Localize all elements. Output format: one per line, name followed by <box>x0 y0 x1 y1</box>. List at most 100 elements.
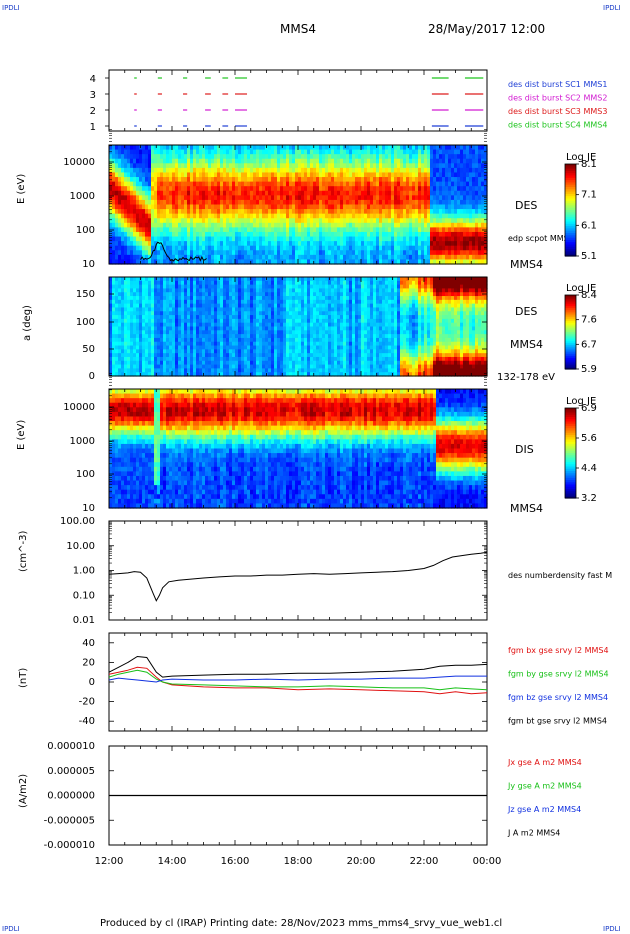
des-energy-cell <box>130 236 134 242</box>
des-energy-cell <box>262 254 266 261</box>
des-pitch-cell <box>175 288 179 293</box>
des-energy-cell <box>226 227 230 233</box>
des-energy-cell <box>430 259 434 265</box>
des-energy-cell <box>358 213 362 219</box>
des-energy-cell <box>334 158 338 164</box>
des-pitch-cell <box>169 341 173 347</box>
des-energy-cell <box>151 236 155 242</box>
des-energy-cell <box>157 204 161 210</box>
des-energy-cell <box>145 245 149 251</box>
des-energy-cell <box>373 254 377 261</box>
des-energy-cell <box>442 163 446 169</box>
des-pitch-cell <box>145 349 149 354</box>
des-energy-cell <box>253 222 257 228</box>
des-energy-cell <box>181 222 185 228</box>
des-energy-cell <box>466 254 470 261</box>
des-pitch-cell <box>118 284 122 290</box>
des-energy-cell <box>124 172 128 178</box>
des-energy-cell <box>448 250 452 256</box>
des-energy-cell <box>454 163 458 169</box>
des-pitch-cell <box>196 288 200 293</box>
des-pitch-cell <box>241 322 245 328</box>
des-energy-cell <box>400 199 404 206</box>
des-energy-cell <box>385 250 389 256</box>
des-energy-colorbar-cell <box>565 223 576 227</box>
des-pitch-cell <box>199 318 203 324</box>
des-pitch-cell <box>250 364 254 369</box>
des-energy-cell <box>331 177 335 183</box>
des-pitch-cell <box>175 280 179 286</box>
des-pitch-cell <box>109 277 113 282</box>
des-energy-cell <box>409 158 413 164</box>
des-energy-cell <box>241 213 245 219</box>
des-energy-cell <box>169 213 173 219</box>
des-pitch-cell <box>256 280 260 286</box>
des-energy-cell <box>439 172 443 178</box>
des-energy-cell <box>379 204 383 210</box>
des-energy-cell <box>241 245 245 251</box>
des-energy-cell <box>385 163 389 169</box>
des-energy-cell <box>346 222 350 228</box>
des-energy-cell <box>283 190 287 196</box>
des-energy-cell <box>280 172 284 178</box>
des-pitch-cell <box>268 345 272 350</box>
des-energy-cell <box>352 218 356 224</box>
des-pitch-cell <box>247 326 251 331</box>
des-energy-cell <box>451 250 455 256</box>
des-pitch-cell <box>214 318 218 324</box>
des-energy-cell <box>220 195 224 201</box>
des-energy-cell <box>454 199 458 206</box>
des-energy-cell <box>274 158 278 164</box>
des-energy-cell <box>376 199 380 206</box>
des-energy-cell <box>292 241 296 247</box>
des-energy-cell <box>133 154 137 160</box>
des-energy-cell <box>250 172 254 178</box>
des-pitch-cell <box>256 330 260 335</box>
des-energy-cell <box>313 254 317 261</box>
des-energy-cell <box>382 167 386 174</box>
des-pitch-cell <box>136 277 140 282</box>
des-pitch-cell <box>148 349 152 354</box>
des-energy-cell <box>481 158 485 164</box>
des-pitch-cell <box>190 311 194 316</box>
des-pitch-cell <box>214 364 218 369</box>
des-energy-cell <box>313 245 317 251</box>
des-energy-cell <box>286 163 290 169</box>
des-energy-cell <box>139 222 143 228</box>
des-pitch-cell <box>196 307 200 312</box>
des-energy-cell <box>130 250 134 256</box>
des-pitch-cell <box>253 296 257 301</box>
des-energy-cell <box>202 236 206 242</box>
des-energy-cell <box>190 177 194 183</box>
des-energy-cell <box>358 195 362 201</box>
des-energy-cell <box>355 204 359 210</box>
des-energy-cell <box>436 236 440 242</box>
des-energy-cell <box>235 158 239 164</box>
des-energy-cell <box>310 195 314 201</box>
des-energy-cell <box>262 245 266 251</box>
des-energy-cell <box>226 181 230 187</box>
des-energy-cell <box>220 254 224 261</box>
des-energy-cell <box>328 195 332 201</box>
des-energy-cell <box>166 209 170 215</box>
des-energy-cell <box>451 222 455 228</box>
des-energy-cell <box>253 241 257 247</box>
des-pitch-cell <box>109 280 113 286</box>
des-energy-cell <box>304 145 308 151</box>
des-energy-cell <box>313 204 317 210</box>
des-energy-cell <box>283 241 287 247</box>
des-energy-cell <box>262 213 266 219</box>
des-energy-cell <box>448 241 452 247</box>
des-energy-cell <box>295 181 299 187</box>
des-energy-cell <box>310 154 314 160</box>
des-energy-cell <box>118 167 122 174</box>
des-pitch-cell <box>169 303 173 309</box>
des-pitch-cell <box>115 277 119 282</box>
des-pitch-cell <box>124 341 128 347</box>
des-energy-cell <box>391 190 395 196</box>
des-pitch-cell <box>220 360 224 366</box>
des-energy-cell <box>277 241 281 247</box>
des-pitch-cell <box>259 353 263 358</box>
des-energy-cell <box>337 163 341 169</box>
des-pitch-cell <box>130 326 134 331</box>
